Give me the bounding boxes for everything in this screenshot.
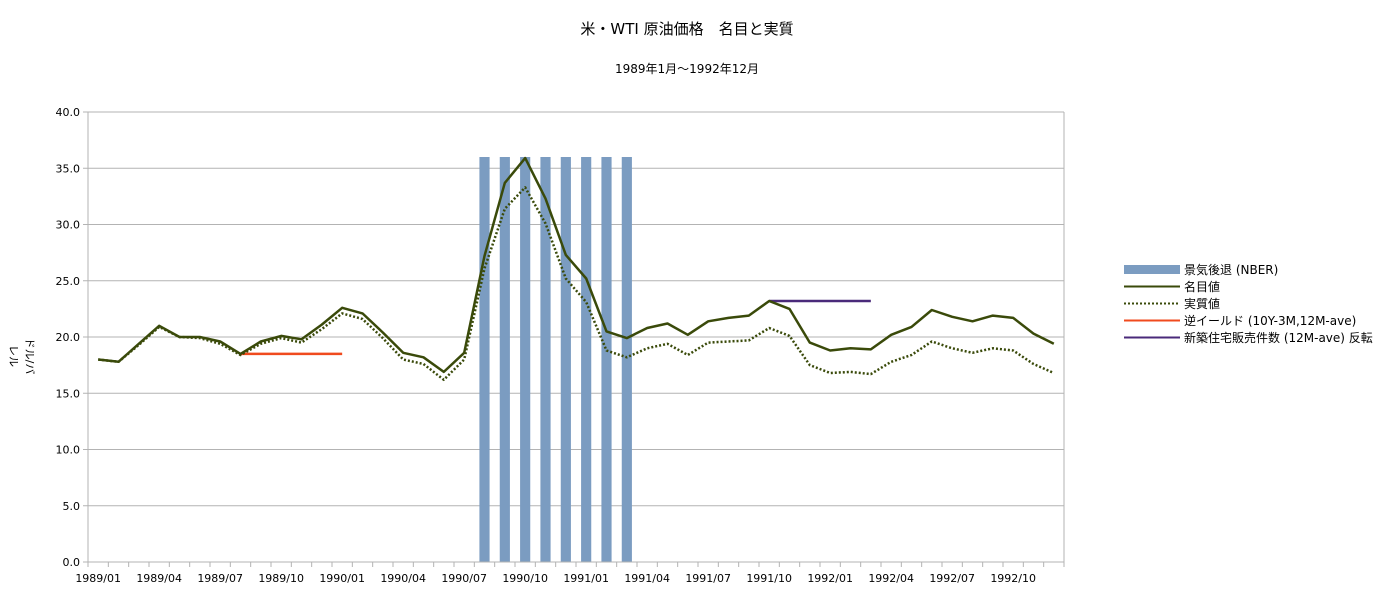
legend-item: 新築住宅販売件数 (12M-ave) 反転 (1124, 329, 1373, 346)
x-tick-label: 1992/04 (868, 572, 914, 585)
legend-label: 実質値 (1184, 297, 1221, 311)
x-tick-labels: 1989/01 1989/04 1989/07 1989/10 1990/01 1990/… (75, 572, 1036, 585)
indicator-segments (240, 299, 871, 356)
price-lines (98, 156, 1055, 382)
x-tick-label: 1992/01 (807, 572, 853, 585)
recession-bar (601, 157, 612, 562)
real-price-line (98, 186, 1055, 382)
x-tick-label: 1992/10 (990, 572, 1036, 585)
legend-label: 名目値 (1184, 280, 1221, 294)
chart-subtitle: 1989年1月～1992年12月 (615, 62, 759, 76)
x-tick-label: 1992/07 (929, 572, 975, 585)
recession-bar (499, 157, 510, 562)
gridlines (88, 111, 1064, 563)
recession-bar (540, 157, 551, 562)
recession-bar (581, 157, 592, 562)
y-tick-label: 10.0 (56, 444, 81, 457)
y-tick-label: 30.0 (56, 219, 81, 232)
recession-bar (621, 157, 632, 562)
x-tick-label: 1989/01 (75, 572, 121, 585)
legend: 景気後退 (NBER) 名目値実質値逆イールド (10Y-3M,12M-ave) 新… (1124, 261, 1373, 346)
y-tick-label: 20.0 (56, 331, 81, 344)
x-tick-label: 1990/01 (319, 572, 365, 585)
x-tick-label: 1991/07 (685, 572, 731, 585)
x-tick-label: 1989/04 (136, 572, 182, 585)
legend-label: 逆イールド (10Y-3M,12M-ave) (1184, 314, 1357, 328)
legend-item: 景気後退 (NBER) (1124, 261, 1373, 278)
x-tick-label: 1989/07 (197, 572, 243, 585)
y-tick-label: 5.0 (63, 500, 81, 513)
y-tick-label: 25.0 (56, 275, 81, 288)
legend-item: 名目値 (1124, 278, 1373, 295)
y-tick-label: 40.0 (56, 106, 81, 119)
recession-bar (520, 157, 531, 562)
legend-item: 実質値 (1124, 295, 1373, 312)
legend-label: 新築住宅販売件数 (12M-ave) 反転 (1184, 331, 1373, 345)
recession-bar (560, 157, 571, 562)
axes (83, 111, 1065, 567)
y-tick-label: 35.0 (56, 162, 81, 175)
y-tick-labels: 0.0 5.0 10.0 15.0 20.0 25.0 30.0 35.0 40.0 (56, 106, 81, 569)
legend-key-yield (1124, 312, 1180, 329)
x-tick-label: 1990/10 (502, 572, 548, 585)
legend-key-nominal (1124, 278, 1180, 295)
legend-key-recession (1124, 261, 1180, 278)
recession-bar (479, 157, 490, 562)
x-tick-label: 1991/04 (624, 572, 670, 585)
nominal-price-line (98, 156, 1055, 374)
recession-bars (479, 157, 632, 562)
legend-item: 逆イールド (10Y-3M,12M-ave) (1124, 312, 1373, 329)
x-tick-label: 1989/10 (258, 572, 304, 585)
x-tick-label: 1991/01 (563, 572, 609, 585)
legend-key-real (1124, 295, 1180, 312)
legend-key-housing (1124, 329, 1180, 346)
x-tick-label: 1990/07 (441, 572, 487, 585)
x-tick-label: 1990/04 (380, 572, 426, 585)
chart-title: 米・WTI 原油価格 名目と実質 (580, 20, 794, 38)
legend-label: 景気後退 (NBER) (1184, 263, 1279, 277)
x-tick-label: 1991/10 (746, 572, 792, 585)
y-tick-label: 15.0 (56, 387, 81, 400)
y-tick-label: 0.0 (63, 556, 81, 569)
